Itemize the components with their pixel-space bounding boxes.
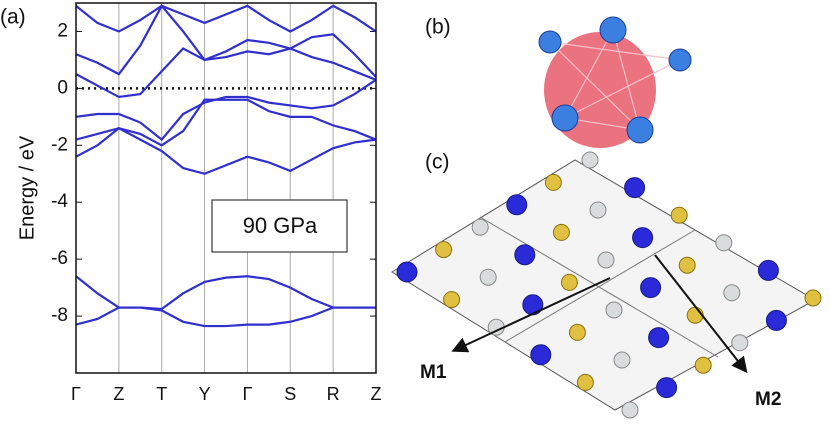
annotation-box — [211, 199, 348, 253]
arrow-label: M1 — [420, 362, 447, 383]
atom — [765, 309, 787, 331]
atom — [530, 344, 552, 366]
arrow-label: M2 — [755, 389, 781, 410]
y-tick-label: -2 — [51, 134, 68, 155]
band — [76, 47, 376, 99]
x-tick-label: Y — [199, 384, 211, 404]
atom — [552, 223, 570, 241]
plot-frame — [75, 2, 377, 374]
atom — [640, 277, 662, 299]
x-tick-label: Z — [113, 384, 124, 404]
atom — [670, 206, 688, 224]
atom — [506, 194, 528, 216]
atom — [621, 401, 639, 419]
panel-label: (b) — [425, 16, 451, 39]
band — [76, 306, 376, 328]
arrows — [451, 254, 748, 374]
atom — [597, 251, 615, 269]
band — [76, 126, 376, 175]
band — [76, 275, 376, 311]
y-tick-label: 2 — [57, 20, 68, 41]
atom — [804, 289, 822, 307]
x-tick-label: Γ — [242, 384, 252, 404]
bands — [76, 3, 376, 328]
panel-c — [391, 151, 822, 419]
y-tick-label: -8 — [51, 305, 68, 326]
atom — [479, 268, 497, 286]
band — [76, 78, 376, 142]
atom — [757, 259, 779, 281]
y-tick-label: -6 — [51, 248, 68, 269]
atom — [581, 151, 599, 169]
atom — [589, 201, 607, 219]
x-tick-label: Z — [371, 384, 382, 404]
atom — [723, 284, 741, 302]
atom — [435, 241, 453, 259]
atom — [544, 173, 562, 191]
atom — [560, 273, 578, 291]
x-tick-label: T — [156, 384, 167, 404]
y-tick-label: 0 — [57, 77, 68, 98]
atom — [632, 227, 654, 249]
atom — [656, 377, 678, 399]
atoms — [538, 16, 692, 144]
x-tick-label: R — [327, 384, 340, 404]
atom — [443, 291, 461, 309]
panel-label: (a) — [0, 6, 26, 29]
atom — [686, 306, 704, 324]
atom — [731, 334, 749, 352]
y-axis-label: Energy / eV — [16, 135, 38, 240]
atom — [694, 356, 712, 374]
atom — [396, 261, 418, 283]
atom — [715, 234, 733, 252]
x-tick-label: Γ — [71, 384, 81, 404]
atom — [624, 177, 646, 199]
atom — [605, 301, 623, 319]
x-tick-label: S — [284, 384, 296, 404]
band — [76, 4, 376, 33]
atom — [678, 256, 696, 274]
band — [76, 3, 376, 78]
cell-edge — [504, 229, 696, 343]
cell — [391, 159, 817, 411]
panel-label: (c) — [425, 151, 450, 174]
band — [76, 98, 376, 147]
atom — [471, 218, 489, 236]
atom — [576, 373, 594, 391]
atom — [613, 351, 631, 369]
atom — [568, 323, 586, 341]
bonds — [549, 29, 681, 131]
atom — [514, 244, 536, 266]
y-tick-label: -4 — [51, 191, 68, 212]
atom — [522, 294, 544, 316]
atom — [648, 327, 670, 349]
annotation: 90 GPa — [243, 213, 318, 238]
panel-b — [538, 16, 692, 148]
